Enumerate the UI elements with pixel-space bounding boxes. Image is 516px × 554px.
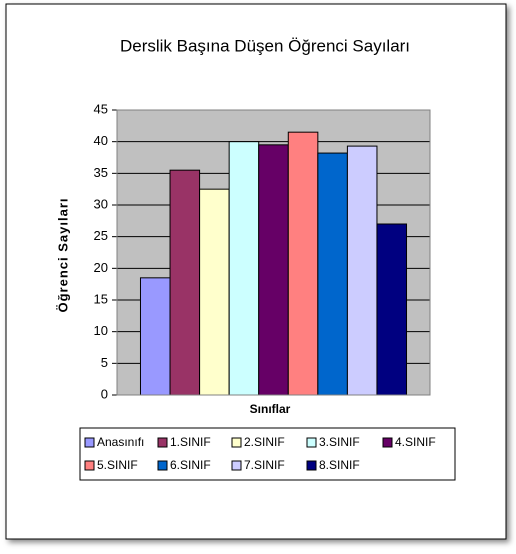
legend-label: 7.SINIF <box>244 458 285 472</box>
legend-swatch <box>306 437 317 448</box>
legend-swatch <box>231 460 242 471</box>
bar <box>199 188 230 396</box>
legend-label: 6.SINIF <box>170 458 211 472</box>
y-tick-label: 20 <box>94 260 108 275</box>
bar <box>139 277 171 396</box>
y-tick-label: 0 <box>101 386 108 401</box>
legend-label: 1.SINIF <box>170 435 211 449</box>
legend-swatch <box>382 437 393 448</box>
bar <box>346 145 378 396</box>
legend-label: 8.SINIF <box>319 458 360 472</box>
legend-label: 3.SINIF <box>319 435 360 449</box>
y-tick-label: 35 <box>94 165 108 180</box>
legend-label: 4.SINIF <box>395 435 436 449</box>
y-tick-label: 10 <box>94 323 108 338</box>
legend-swatch <box>84 460 95 471</box>
bar <box>376 223 408 396</box>
legend-label: 2.SINIF <box>244 435 285 449</box>
legend-swatch <box>157 460 168 471</box>
y-tick-label: 5 <box>101 355 108 370</box>
legend <box>79 427 456 481</box>
y-tick-label: 25 <box>94 228 108 243</box>
legend-swatch <box>231 437 242 448</box>
y-tick-label: 30 <box>94 196 108 211</box>
x-axis-label: Sınıflar <box>250 402 291 416</box>
legend-label: 5.SINIF <box>97 458 138 472</box>
bar <box>317 152 348 396</box>
legend-swatch <box>306 460 317 471</box>
bar <box>258 144 289 396</box>
chart-title: Derslik Başına Düşen Öğrenci Sayıları <box>120 36 410 55</box>
y-tick-label: 45 <box>94 101 108 116</box>
legend-swatch <box>84 437 95 448</box>
y-axis-label: Öğrenci Sayıları <box>55 198 70 313</box>
legend-swatch <box>157 437 168 448</box>
bar <box>228 141 260 396</box>
plot-border <box>116 109 431 396</box>
legend-label: Anasınıfı <box>97 435 144 449</box>
bar <box>287 131 319 396</box>
y-tick-label: 15 <box>94 291 108 306</box>
bar <box>169 169 201 396</box>
y-tick-label: 40 <box>94 133 108 148</box>
